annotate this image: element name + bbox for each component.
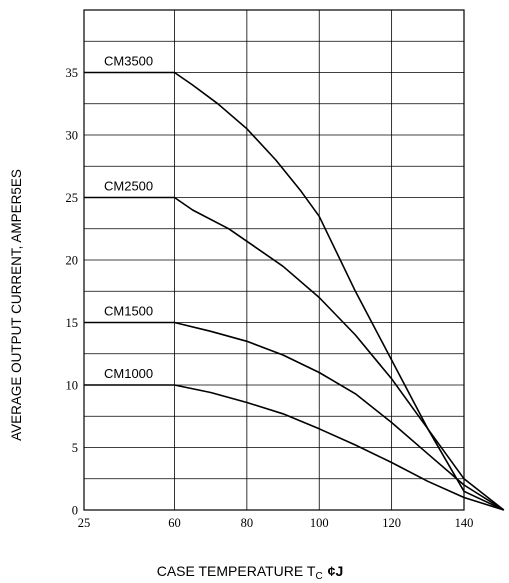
x-tick-label: 80 [241,516,254,530]
series-line-cm1500 [84,321,505,511]
x-axis-label-subscript: C [315,571,322,582]
x-tick-label: 25 [78,516,91,530]
y-tick-labels: 0 5 10 15 20 25 30 35 [66,66,79,518]
series-label-cm2500: CM2500 [104,179,153,194]
x-axis-label-unit: ¢J [328,563,344,579]
x-tick-labels: 256080100120140160 [78,516,474,530]
y-axis-label: AVERAGE OUTPUT CURRENT, AMPER5ES [9,169,24,441]
y-tick-label: 0 [72,504,78,518]
x-axis-label-main: CASE TEMPERATURE T [157,563,316,579]
plot-frame [83,9,465,511]
x-tick-label: 120 [382,516,401,530]
y-tick-label: 5 [72,441,78,455]
series-line-cm3500 [84,71,505,511]
series-label-cm1000: CM1000 [104,366,153,381]
x-tick-label: 100 [310,516,329,530]
series-label-cm1500: CM1500 [104,304,153,319]
series-line-cm2500 [84,196,505,511]
x-tick-label: 60 [168,516,181,530]
series-line-cm1000 [84,384,505,511]
series-lines [84,71,505,511]
x-tick-label: 140 [455,516,474,530]
y-tick-label: 20 [66,254,79,268]
y-tick-label: 35 [66,66,79,80]
y-tick-label: 25 [66,191,79,205]
y-tick-label: 30 [66,129,79,143]
x-axis-label: CASE TEMPERATURE TC ¢J [157,563,344,582]
series-label-cm3500: CM3500 [104,54,153,69]
series-labels: CM3500 CM2500 CM1500 CM1000 [104,54,153,382]
y-tick-label: 15 [66,316,79,330]
y-tick-label: 10 [66,379,79,393]
